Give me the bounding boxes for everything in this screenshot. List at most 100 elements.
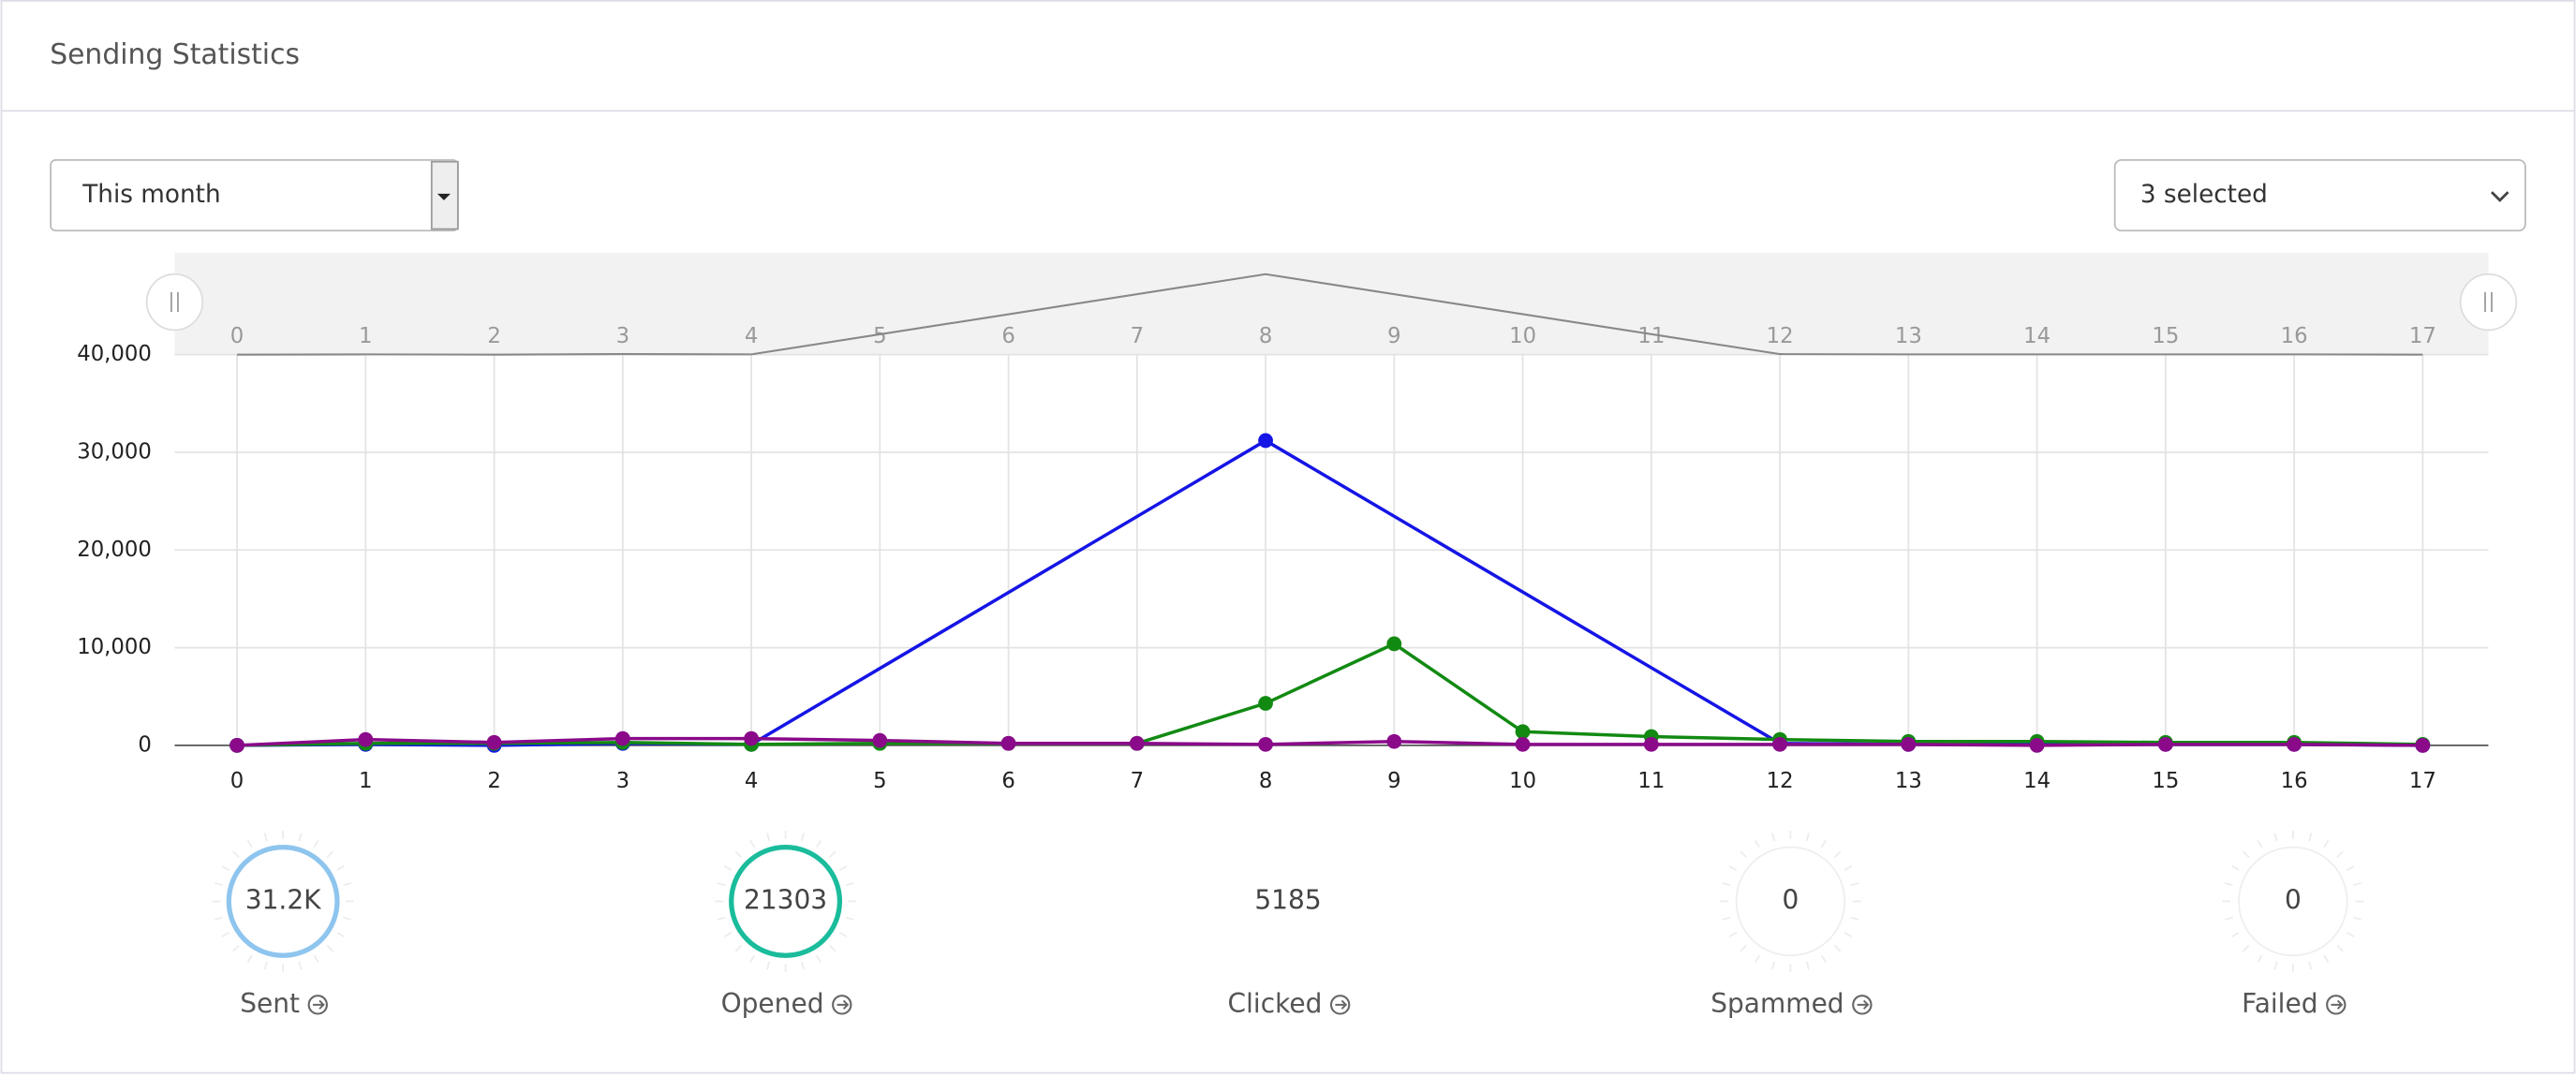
x-tick-label: 9 [1387, 769, 1400, 793]
series-multiselect[interactable]: 3 selected [2113, 159, 2526, 232]
multiselect-value[interactable]: 3 selected [2140, 181, 2268, 209]
stat-item[interactable]: 0 Spammed [1710, 831, 1873, 1019]
data-point [358, 731, 374, 747]
ring-tick [343, 882, 352, 887]
ring-tick [298, 833, 303, 842]
ring-tick [215, 916, 224, 921]
ring-tick [2352, 882, 2361, 887]
data-point [2415, 737, 2431, 753]
ring-tick [343, 916, 352, 921]
navigator-tick-label: 17 [2409, 324, 2436, 348]
navigator-band [174, 252, 2489, 355]
stat-label[interactable]: Opened [721, 988, 824, 1019]
ring-tick [1771, 961, 1776, 970]
ring-tick [1722, 916, 1731, 921]
ring-tick [336, 931, 345, 937]
ring-tick [816, 839, 822, 848]
stat-ring [226, 844, 340, 958]
stat-label[interactable]: Clicked [1228, 988, 1323, 1019]
ring-tick [2273, 833, 2278, 842]
x-tick-label: 14 [2023, 769, 2050, 793]
ring-tick [2323, 839, 2330, 848]
ring-tick [1728, 864, 1738, 871]
select-value[interactable]: This month [81, 181, 220, 209]
navigator-tick-label: 8 [1259, 324, 1272, 348]
stat-item[interactable]: 31.2K Sent [212, 831, 354, 1019]
navigator-handle[interactable] [145, 273, 204, 332]
multiselect-box[interactable] [2113, 159, 2526, 232]
ring-tick [1833, 850, 1842, 858]
y-tick-label: 30,000 [77, 439, 152, 464]
x-tick-label: 13 [1895, 769, 1922, 793]
data-point [2029, 737, 2045, 753]
ring-tick [326, 850, 334, 858]
ring-tick [2231, 931, 2240, 937]
ring-tick [2352, 916, 2361, 921]
ring-tick [1820, 839, 1827, 848]
ring-tick [232, 850, 240, 858]
navigator-handle[interactable] [2459, 273, 2518, 332]
stat-label[interactable]: Failed [2242, 988, 2317, 1019]
ring-tick [2224, 882, 2233, 887]
data-point [229, 737, 244, 753]
stat-item[interactable]: 21303 Opened [715, 831, 856, 1019]
data-point [1643, 736, 1659, 752]
stat-label[interactable]: Sent [240, 988, 300, 1019]
arrow-icon [832, 995, 852, 1015]
ring-tick [221, 931, 229, 937]
data-point [744, 730, 759, 746]
ring-tick [723, 931, 733, 937]
ring-tick [800, 833, 805, 842]
ring-tick [1805, 961, 1810, 970]
data-point [1386, 733, 1402, 749]
ring-tick [766, 961, 771, 970]
data-point [1129, 735, 1145, 751]
ring-tick [1843, 864, 1853, 871]
ring-tick [1740, 944, 1747, 952]
arrow-glyph [1857, 999, 1870, 1010]
data-point [872, 732, 888, 748]
ring-tick [838, 864, 848, 871]
stat-label[interactable]: Spammed [1710, 988, 1843, 1019]
x-tick-label: 17 [2409, 769, 2436, 793]
x-tick-label: 2 [487, 769, 500, 793]
navigator-tick-label: 1 [359, 324, 372, 348]
ring-tick [1771, 833, 1776, 842]
navigator-tick-label: 12 [1767, 324, 1794, 348]
ring-tick [2323, 954, 2330, 964]
stat-item[interactable]: 0 Failed [2222, 831, 2364, 1019]
arrow-icon [307, 995, 328, 1015]
y-tick-label: 40,000 [77, 342, 152, 366]
arrow-glyph [313, 999, 325, 1010]
ring-tick [1833, 944, 1842, 952]
navigator-line [237, 273, 2423, 356]
ring-tick [838, 931, 848, 937]
ring-tick [1850, 916, 1859, 921]
data-point [2157, 736, 2173, 752]
ring-tick [1850, 882, 1859, 887]
card-title: Sending Statistics [50, 38, 300, 71]
arrow-glyph [2331, 999, 2344, 1010]
x-tick-label: 5 [873, 769, 886, 793]
navigator-tick-label: 3 [616, 324, 629, 348]
ring-tick [766, 833, 771, 842]
ring-tick [845, 882, 854, 887]
data-point [1258, 433, 1273, 449]
ring-tick [734, 850, 743, 858]
period-select[interactable]: This month [50, 159, 459, 232]
data-point [1258, 736, 1273, 752]
ring-tick [313, 839, 319, 848]
arrow-glyph [1335, 999, 1348, 1010]
ring-tick [2242, 944, 2250, 952]
stat-value: 0 [2285, 884, 2302, 915]
x-tick-label: 8 [1259, 769, 1272, 793]
ring-tick [829, 850, 836, 858]
ring-tick [717, 916, 726, 921]
navigator-tick-label: 14 [2023, 324, 2050, 348]
stat-item[interactable]: 5185 Clicked [1228, 884, 1351, 1019]
x-tick-label: 0 [230, 769, 244, 793]
x-tick-label: 3 [616, 769, 629, 793]
ring-tick [1740, 850, 1747, 858]
ring-tick [816, 954, 822, 964]
